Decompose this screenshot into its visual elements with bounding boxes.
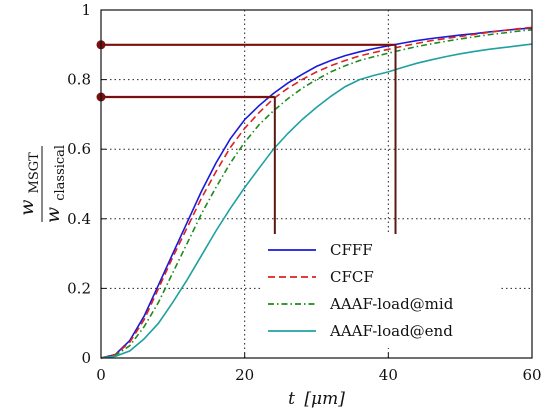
series-line-cfff: [100, 27, 533, 359]
legend-label: CFCF: [330, 268, 374, 286]
y-num-sub: MSGT: [27, 152, 42, 194]
legend-background: [262, 234, 500, 348]
y-tick-label: 0.2: [67, 279, 91, 297]
series-lines: [100, 26, 533, 359]
series-line-cfcf: [100, 26, 533, 359]
legend-label: AAAF-load@mid: [329, 295, 454, 313]
legend-label: CFFF: [330, 241, 373, 259]
x-tick-label: 20: [235, 366, 254, 384]
series-line-aaaf-load-end: [100, 43, 533, 359]
x-axis-label: t [μm]: [288, 389, 345, 409]
y-tick-label: 1: [81, 1, 91, 19]
x-tick-label: 0: [96, 366, 106, 384]
y-tick-label: 0.4: [67, 210, 91, 228]
y-tick-label: 0.6: [67, 140, 91, 158]
legend-label: AAAF-load@end: [329, 322, 453, 340]
y-num-main: w: [16, 200, 38, 216]
plot-frame: [100, 9, 533, 359]
x-axis-variable: t: [288, 389, 295, 409]
y-axis-label-denominator: w classical: [42, 145, 68, 223]
x-axis-unit: [μm]: [304, 389, 345, 409]
y-tick-label: 0.8: [67, 71, 91, 89]
y-axis-label-numerator: w MSGT: [16, 152, 42, 216]
annotation-lines: [96, 40, 397, 240]
x-tick-label: 40: [379, 366, 398, 384]
axis-ticks: 0 20 40 60 0 0.2 0.4 0.6 0.8 1: [67, 1, 541, 384]
y-axis-label: w MSGT w classical: [16, 145, 68, 223]
y-tick-label: 0: [81, 349, 91, 367]
y-den-sub: classical: [53, 145, 68, 201]
x-tick-label: 60: [522, 366, 541, 384]
y-den-main: w: [42, 207, 64, 223]
legend: CFFF CFCF AAAF-load@mid AAAF-load@end: [262, 234, 500, 348]
